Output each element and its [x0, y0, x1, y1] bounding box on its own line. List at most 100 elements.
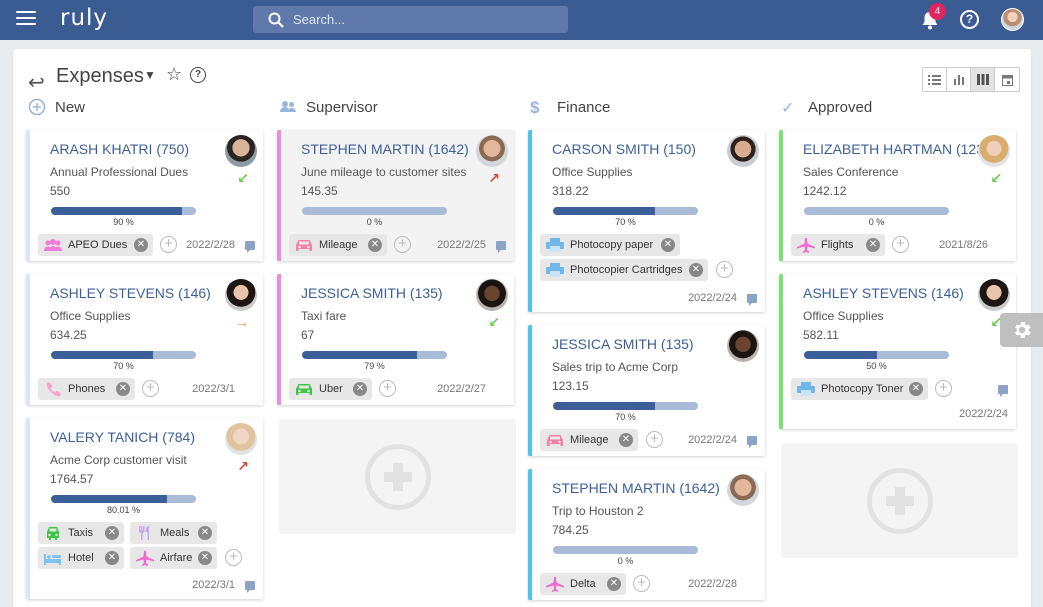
progress-percent: 79 % — [364, 361, 385, 371]
add-card-placeholder[interactable] — [279, 419, 516, 534]
search-box[interactable] — [253, 6, 568, 33]
category-chip[interactable]: Airfare ✕ — [130, 547, 217, 569]
expense-date: 2022/3/1 — [192, 579, 235, 591]
add-category-icon[interactable]: + — [633, 575, 650, 592]
employee-name[interactable]: VALERY TANICH (784) — [50, 429, 195, 445]
remove-chip-icon[interactable]: ✕ — [661, 238, 675, 252]
employee-name[interactable]: ELIZABETH HARTMAN (123) — [803, 141, 989, 157]
chevron-down-icon[interactable]: ▼ — [144, 68, 156, 82]
employee-name[interactable]: ASHLEY STEVENS (146) — [50, 285, 211, 301]
search-input[interactable] — [293, 9, 553, 30]
comment-icon[interactable] — [245, 581, 255, 593]
arrow-right-icon: → — [235, 314, 249, 330]
remove-chip-icon[interactable]: ✕ — [909, 382, 923, 396]
calendar-view-icon[interactable] — [995, 68, 1019, 91]
help-icon[interactable]: ? — [960, 10, 979, 29]
remove-chip-icon[interactable]: ✕ — [368, 238, 382, 252]
category-chip[interactable]: Hotel ✕ — [38, 547, 124, 569]
progress-percent: 0 % — [366, 217, 383, 227]
category-chip[interactable]: Flights ✕ — [791, 234, 885, 256]
expense-date: 2022/2/24 — [959, 408, 1008, 420]
page-help-icon[interactable]: ? — [190, 67, 206, 83]
employee-avatar — [225, 423, 257, 455]
add-category-icon[interactable]: + — [935, 380, 952, 397]
expense-card[interactable]: STEPHEN MARTIN (1642) Trip to Houston 2 … — [528, 469, 765, 600]
plus-circle-icon[interactable] — [28, 98, 46, 116]
expense-card[interactable]: JESSICA SMITH (135) Taxi fare 67 ↙ 79 % … — [277, 274, 514, 405]
expense-amount: 318.22 — [552, 184, 589, 198]
category-chip[interactable]: Uber ✕ — [289, 378, 372, 400]
add-card-placeholder[interactable] — [781, 443, 1018, 558]
employee-name[interactable]: CARSON SMITH (150) — [552, 141, 696, 157]
remove-chip-icon[interactable]: ✕ — [134, 238, 148, 252]
comment-icon[interactable] — [747, 294, 757, 306]
category-chip[interactable]: Photocopy Toner ✕ — [791, 378, 928, 400]
add-category-icon[interactable]: + — [160, 236, 177, 253]
comment-icon[interactable] — [998, 385, 1008, 397]
employee-name[interactable]: ASHLEY STEVENS (146) — [803, 285, 964, 301]
employee-avatar — [225, 135, 257, 167]
expense-card[interactable]: CARSON SMITH (150) Office Supplies 318.2… — [528, 130, 765, 312]
hamburger-menu-icon[interactable] — [16, 11, 36, 29]
category-chip[interactable]: Photocopy paper ✕ — [540, 234, 680, 256]
progress-percent: 70 % — [615, 412, 636, 422]
add-category-icon[interactable]: + — [394, 236, 411, 253]
comment-icon[interactable] — [245, 241, 255, 253]
employee-name[interactable]: STEPHEN MARTIN (1642) — [301, 141, 469, 157]
add-category-icon[interactable]: + — [225, 549, 242, 566]
comment-icon[interactable] — [747, 436, 757, 448]
app-logo[interactable]: ruly — [60, 5, 109, 31]
add-category-icon[interactable]: + — [646, 431, 663, 448]
expense-card[interactable]: ELIZABETH HARTMAN (123) Sales Conference… — [779, 130, 1016, 261]
remove-chip-icon[interactable]: ✕ — [607, 577, 621, 591]
column-label: Supervisor — [306, 99, 378, 116]
expense-card[interactable]: JESSICA SMITH (135) Sales trip to Acme C… — [528, 325, 765, 456]
chart-view-icon[interactable] — [947, 68, 971, 91]
remove-chip-icon[interactable]: ✕ — [866, 238, 880, 252]
employee-name[interactable]: ARASH KHATRI (750) — [50, 141, 189, 157]
remove-chip-icon[interactable]: ✕ — [619, 433, 633, 447]
settings-tab[interactable] — [1000, 313, 1043, 347]
employee-name[interactable]: JESSICA SMITH (135) — [552, 336, 694, 352]
employee-avatar — [476, 135, 508, 167]
category-chip[interactable]: Phones ✕ — [38, 378, 135, 400]
expense-card[interactable]: ASHLEY STEVENS (146) Office Supplies 634… — [26, 274, 263, 405]
category-chip[interactable]: Mileage ✕ — [540, 429, 638, 451]
plus-icon — [867, 468, 933, 534]
kanban-view-icon[interactable] — [971, 68, 995, 91]
remove-chip-icon[interactable]: ✕ — [105, 551, 119, 565]
user-avatar[interactable] — [1001, 8, 1024, 31]
category-chip[interactable]: APEO Dues ✕ — [38, 234, 153, 256]
progress-percent: 70 % — [615, 217, 636, 227]
expense-date: 2022/2/27 — [437, 383, 486, 395]
remove-chip-icon[interactable]: ✕ — [105, 526, 119, 540]
add-category-icon[interactable]: + — [892, 236, 909, 253]
expense-card[interactable]: ASHLEY STEVENS (146) Office Supplies 582… — [779, 274, 1016, 429]
remove-chip-icon[interactable]: ✕ — [198, 551, 212, 565]
category-chip[interactable]: Delta ✕ — [540, 573, 626, 595]
category-chip[interactable]: Mileage ✕ — [289, 234, 387, 256]
add-category-icon[interactable]: + — [716, 261, 733, 278]
employee-name[interactable]: STEPHEN MARTIN (1642) — [552, 480, 720, 496]
list-view-icon[interactable] — [923, 68, 947, 91]
back-arrow-icon[interactable]: ↩ — [28, 72, 45, 94]
progress-bar — [51, 495, 196, 503]
remove-chip-icon[interactable]: ✕ — [353, 382, 367, 396]
expense-card[interactable]: STEPHEN MARTIN (1642) June mileage to cu… — [277, 130, 514, 261]
category-chip[interactable]: Taxis ✕ — [38, 522, 124, 544]
category-chip[interactable]: Photocopier Cartridges ✕ — [540, 259, 708, 281]
add-category-icon[interactable]: + — [142, 380, 159, 397]
category-chip[interactable]: Meals ✕ — [130, 522, 217, 544]
remove-chip-icon[interactable]: ✕ — [198, 526, 212, 540]
remove-chip-icon[interactable]: ✕ — [116, 382, 130, 396]
progress-bar — [804, 351, 949, 359]
employee-name[interactable]: JESSICA SMITH (135) — [301, 285, 443, 301]
comment-icon[interactable] — [496, 241, 506, 253]
expense-card[interactable]: ARASH KHATRI (750) Annual Professional D… — [26, 130, 263, 261]
remove-chip-icon[interactable]: ✕ — [689, 263, 703, 277]
car-icon — [296, 240, 312, 251]
expense-card[interactable]: VALERY TANICH (784) Acme Corp customer v… — [26, 418, 263, 599]
expense-amount: 634.25 — [50, 328, 87, 342]
favorite-star-icon[interactable]: ☆ — [166, 64, 183, 84]
add-category-icon[interactable]: + — [379, 380, 396, 397]
